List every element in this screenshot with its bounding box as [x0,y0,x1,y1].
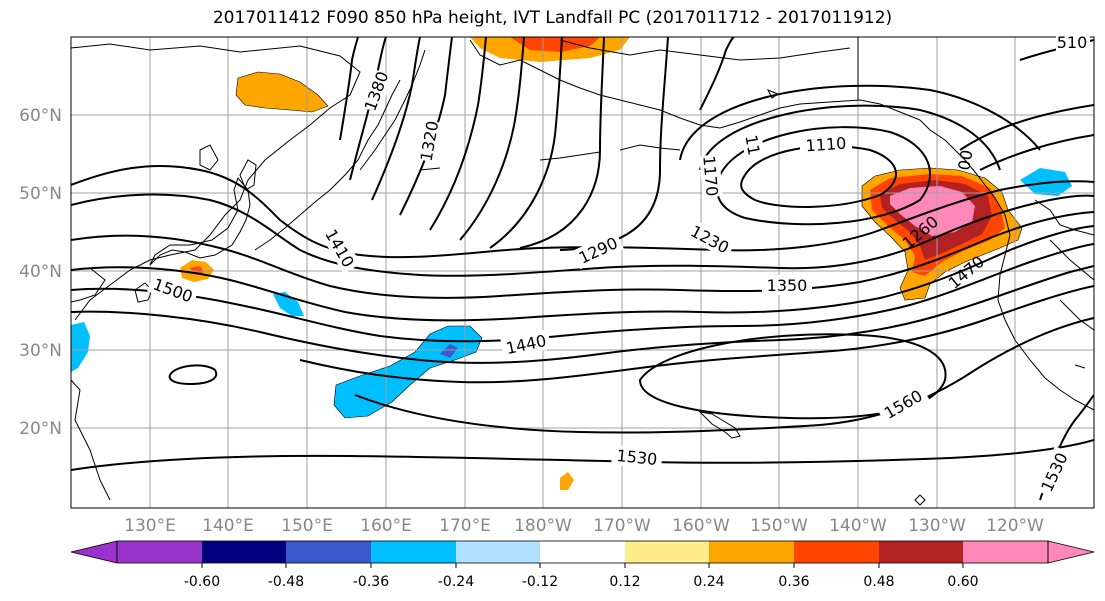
colorbar-tick-label: -0.36 [353,574,389,590]
contour-label-1350: 1350 [767,276,808,295]
lat-label-40n: 40°N [19,262,62,282]
contour-label-11: 11 [741,133,763,156]
lon-label-180w: 180°W [514,516,572,536]
lon-label-160w: 160°W [672,516,730,536]
colorbar-tick-label: 0.60 [947,574,978,590]
colorbar-cell [202,541,286,563]
lon-label-170w: 170°W [593,516,651,536]
colorbar-extend-high [1047,540,1095,564]
colorbar-extend-low [70,540,118,564]
contour-label-1110: 1110 [805,134,847,156]
lon-label-130e: 130°E [124,516,176,536]
contour-label-510: 510 [1057,33,1088,52]
colorbar-tick-label: -0.60 [184,574,220,590]
colorbar-cell [625,541,709,563]
longitude-labels: 130°E 140°E 150°E 160°E 170°E 180°W 170°… [124,516,1044,536]
lon-label-150w: 150°W [750,516,808,536]
colorbar-cell [794,541,879,563]
map-frame [70,36,1095,509]
lon-label-160e: 160°E [360,516,412,536]
colorbar-cell [963,541,1048,563]
colorbar-cell [117,541,202,563]
lat-label-60n: 60°N [19,106,62,126]
colorbar-tick-label: -0.12 [522,574,558,590]
colorbar-cell [456,541,540,563]
colorbar-cell [286,541,371,563]
lon-label-140e: 140°E [202,516,254,536]
colorbar-cell [540,541,625,563]
contour-label-00: 00 [954,148,976,171]
colorbar-tick-label: 0.48 [863,574,894,590]
lon-label-170e: 170°E [439,516,491,536]
contour-label-1530-center: 1530 [616,446,658,469]
colorbar-cell [371,541,456,563]
lat-label-20n: 20°N [19,419,62,439]
height-contours [71,37,1094,501]
lon-label-120w: 120°W [986,516,1044,536]
lon-label-150e: 150°E [281,516,333,536]
colorbar-tick-label: 0.12 [609,574,640,590]
lat-label-50n: 50°N [19,184,62,204]
contour-label-1170: 1170 [699,155,721,197]
colorbar-tick-label: 0.24 [693,574,724,590]
colorbar: -0.60 -0.48 -0.36 -0.24 -0.12 0.12 0.24 0.36 0.4… [70,540,1095,590]
colorbar-cell [879,541,963,563]
colorbar-frame [116,540,1049,564]
map-title: 2017011412 F090 850 hPa height, IVT Land… [212,8,893,28]
colorbar-tick-label: -0.48 [268,574,304,590]
lon-label-130w: 130°W [908,516,966,536]
lat-label-30n: 30°N [19,341,62,361]
latitude-labels: 60°N 50°N 40°N 30°N 20°N [19,106,62,439]
colorbar-tick-label: 0.36 [778,574,809,590]
colorbar-tick-label: -0.24 [438,574,474,590]
colorbar-cell [709,541,794,563]
lon-label-140w: 140°W [829,516,887,536]
